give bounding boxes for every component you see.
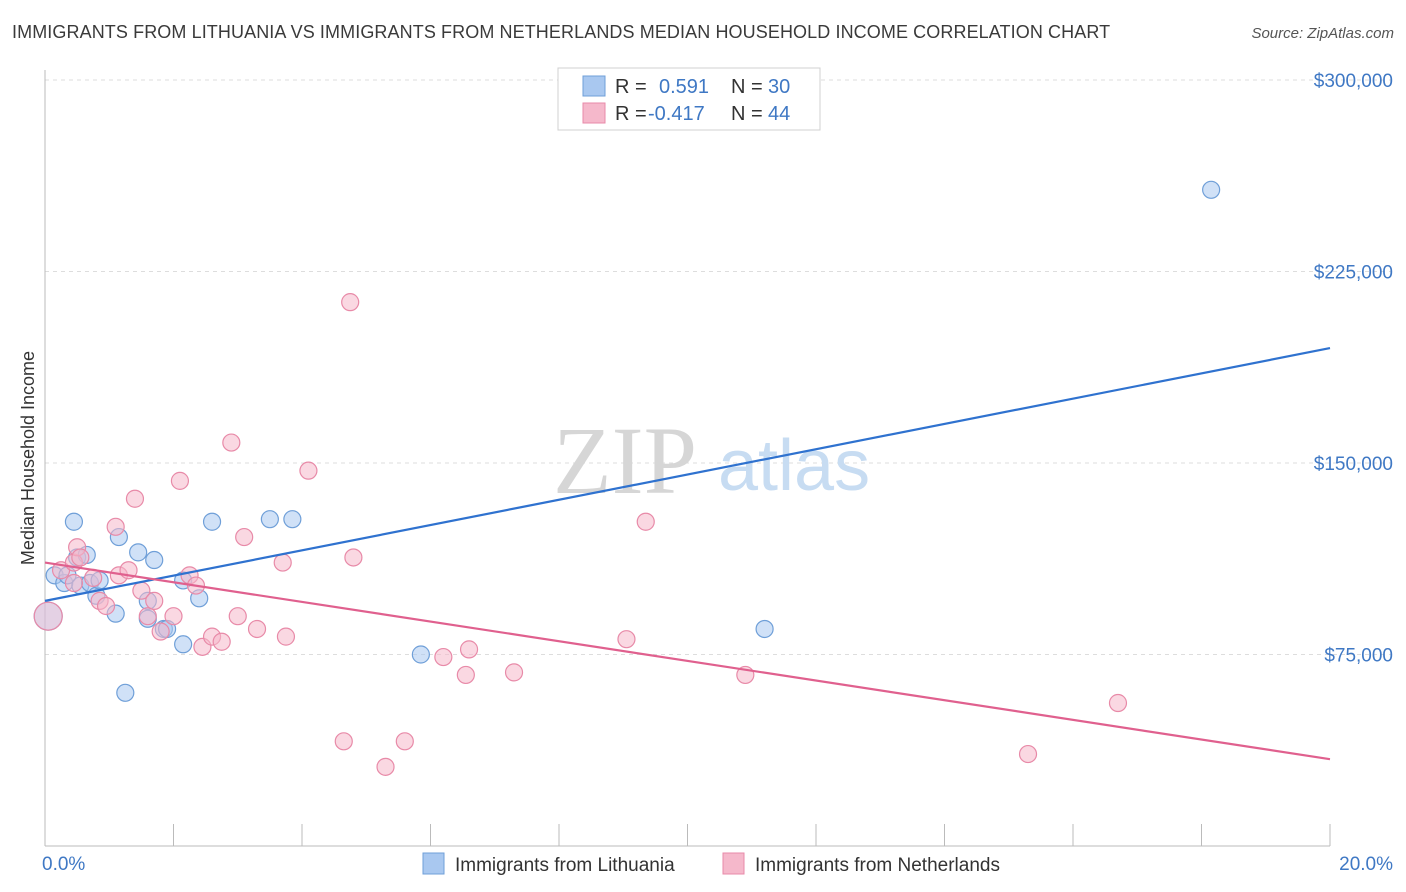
lithuania-point (145, 550, 164, 570)
netherlands-point (459, 640, 479, 659)
netherlands-point (504, 663, 524, 682)
netherlands-point (138, 607, 157, 626)
stats-swatch-netherlands (582, 102, 606, 124)
netherlands-point (151, 622, 170, 641)
netherlands-point (1018, 744, 1038, 764)
stats-n-value-lithuania: 30 (768, 76, 790, 98)
stats-n-label-netherlands: N = (731, 103, 763, 125)
legend: Immigrants from Lithuania Immigrants fro… (422, 852, 1000, 876)
netherlands-point (125, 489, 145, 508)
netherlands-point (299, 461, 318, 480)
netherlands-point (96, 596, 116, 616)
x-tick-labels: 0.0% 20.0% (42, 854, 1393, 875)
stats-r-value-netherlands: -0.417 (648, 103, 705, 125)
netherlands-point (235, 527, 254, 547)
legend-swatch-lithuania (422, 852, 445, 875)
lithuania-point (116, 683, 135, 702)
watermark: ZIP atlas (553, 407, 870, 514)
netherlands-point (344, 548, 363, 567)
stats-r-label-lithuania: R = (615, 76, 647, 98)
y-tick-label: $225,000 (1314, 263, 1393, 284)
netherlands-point (1108, 693, 1128, 713)
x-ticks (173, 824, 1331, 846)
y-tick-label: $300,000 (1314, 71, 1393, 92)
legend-swatch-netherlands (722, 852, 745, 875)
netherlands-point (71, 548, 90, 567)
x-tick-label: 20.0% (1339, 854, 1393, 875)
stats-n-label-lithuania: N = (731, 76, 763, 98)
lithuania-point (260, 510, 279, 529)
netherlands-point (106, 517, 125, 536)
netherlands-point (222, 433, 241, 452)
netherlands-point (33, 601, 63, 631)
netherlands-point (456, 665, 475, 685)
lithuania-point (129, 543, 148, 562)
y-axis-label: Median Household Income (18, 351, 38, 565)
netherlands-point (164, 607, 183, 626)
netherlands-point (247, 619, 267, 639)
x-tick-label: 0.0% (42, 854, 85, 875)
netherlands-point (276, 627, 296, 646)
netherlands-point (334, 732, 353, 751)
lithuania-point (1202, 180, 1221, 199)
netherlands-points (33, 293, 1128, 776)
y-tick-label: $150,000 (1314, 454, 1393, 475)
lithuania-point (64, 512, 84, 531)
stats-swatch-lithuania (582, 75, 606, 97)
netherlands-point (145, 591, 164, 610)
netherlands-point (636, 512, 655, 531)
stats-r-value-lithuania: 0.591 (659, 76, 709, 98)
stats-r-label-netherlands: R = (615, 103, 647, 125)
lithuania-trend-line (44, 347, 1331, 602)
source-label: Source: ZipAtlas.com (1251, 25, 1394, 42)
lithuania-point (174, 635, 193, 654)
lithuania-point (202, 512, 222, 531)
legend-label-netherlands: Immigrants from Netherlands (755, 855, 1000, 876)
netherlands-point (170, 471, 190, 490)
y-tick-label: $75,000 (1324, 646, 1393, 667)
chart-title: IMMIGRANTS FROM LITHUANIA VS IMMIGRANTS … (12, 22, 1111, 42)
netherlands-point (228, 607, 247, 626)
lithuania-point (283, 510, 302, 529)
stats-box: R = 0.591 N = 30 R = -0.417 N = 44 (557, 67, 821, 131)
netherlands-point (64, 573, 84, 593)
netherlands-point (341, 293, 360, 312)
watermark-zip: ZIP (553, 407, 697, 514)
lithuania-point (411, 645, 430, 664)
grid-lines (45, 79, 1392, 655)
legend-label-lithuania: Immigrants from Lithuania (455, 855, 675, 876)
netherlands-point (434, 647, 453, 667)
netherlands-point (395, 732, 414, 751)
netherlands-point (376, 757, 395, 776)
y-tick-labels: $75,000 $150,000 $225,000 $300,000 (1314, 71, 1393, 667)
netherlands-point (617, 630, 636, 649)
watermark-atlas: atlas (718, 426, 870, 506)
netherlands-point (212, 632, 231, 651)
lithuania-point (755, 619, 774, 639)
stats-n-value-netherlands: 44 (768, 103, 790, 125)
netherlands-point (273, 553, 292, 572)
trend-lines (44, 347, 1331, 761)
netherlands-trend-line (44, 561, 1331, 761)
